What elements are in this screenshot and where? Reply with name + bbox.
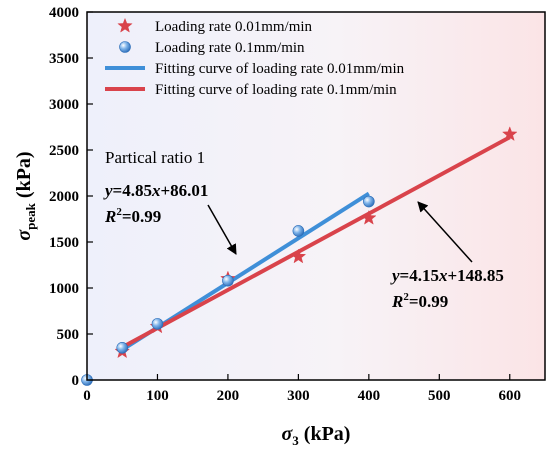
legend-label: Fitting curve of loading rate 0.01mm/min [155,61,405,77]
particle-ratio-label: Partical ratio 1 [105,148,205,167]
x-tick-label: 100 [146,388,169,404]
x-tick-label: 600 [499,388,522,404]
legend-label: Fitting curve of loading rate 0.1mm/min [155,82,397,98]
arrow-equation-1 [207,204,237,255]
y-tick-label: 2500 [49,143,79,159]
axes: 0 100 200 300 400 500 600 0 500 1000 1500 2000 2500 3… [49,5,521,404]
legend-star-swatch [117,17,133,33]
x-tick-label: 300 [287,388,310,404]
plot-background [87,12,545,380]
plot-frame [86,11,546,381]
legend-sphere-swatch [119,41,131,53]
x-axis-title: σ3 (kPa) [282,423,351,448]
sphere-point [363,195,375,208]
y-tick-label: 1000 [49,281,79,297]
sphere-point [222,274,234,287]
y-axis-title: σpeak (kPa) [13,151,38,240]
legend: Loading rate 0.01mm/min Loading rate 0.1m… [105,17,405,98]
y-tick-label: 500 [57,327,80,343]
sphere-point [151,318,164,330]
y-tick-label: 0 [72,373,80,389]
r-squared-2: R2=0.99 [391,291,448,311]
equation-1: y=4.85x+86.01 [103,181,208,200]
y-tick-label: 3000 [49,97,79,113]
arrow-equation-2 [417,201,473,263]
star-point [290,248,307,264]
legend-label: Loading rate 0.01mm/min [155,19,313,35]
x-tick-label: 200 [217,388,240,404]
y-tick-label: 2000 [49,189,79,205]
sphere-point [116,341,129,354]
y-tick-label: 1500 [49,235,79,251]
star-point [501,126,518,142]
x-tick-label: 500 [428,388,451,404]
equation-2: y=4.15x+148.85 [390,266,504,285]
x-tick-label: 0 [83,388,91,404]
star-point [361,209,377,225]
y-tick-label: 3500 [49,51,79,67]
r-squared-1: R2=0.99 [104,206,161,226]
x-tick-label: 400 [358,388,381,404]
y-tick-label: 4000 [49,5,79,21]
legend-label: Loading rate 0.1mm/min [155,40,305,56]
sphere-point [292,225,305,237]
series-layer [81,126,518,386]
fit-line-2 [121,135,511,349]
